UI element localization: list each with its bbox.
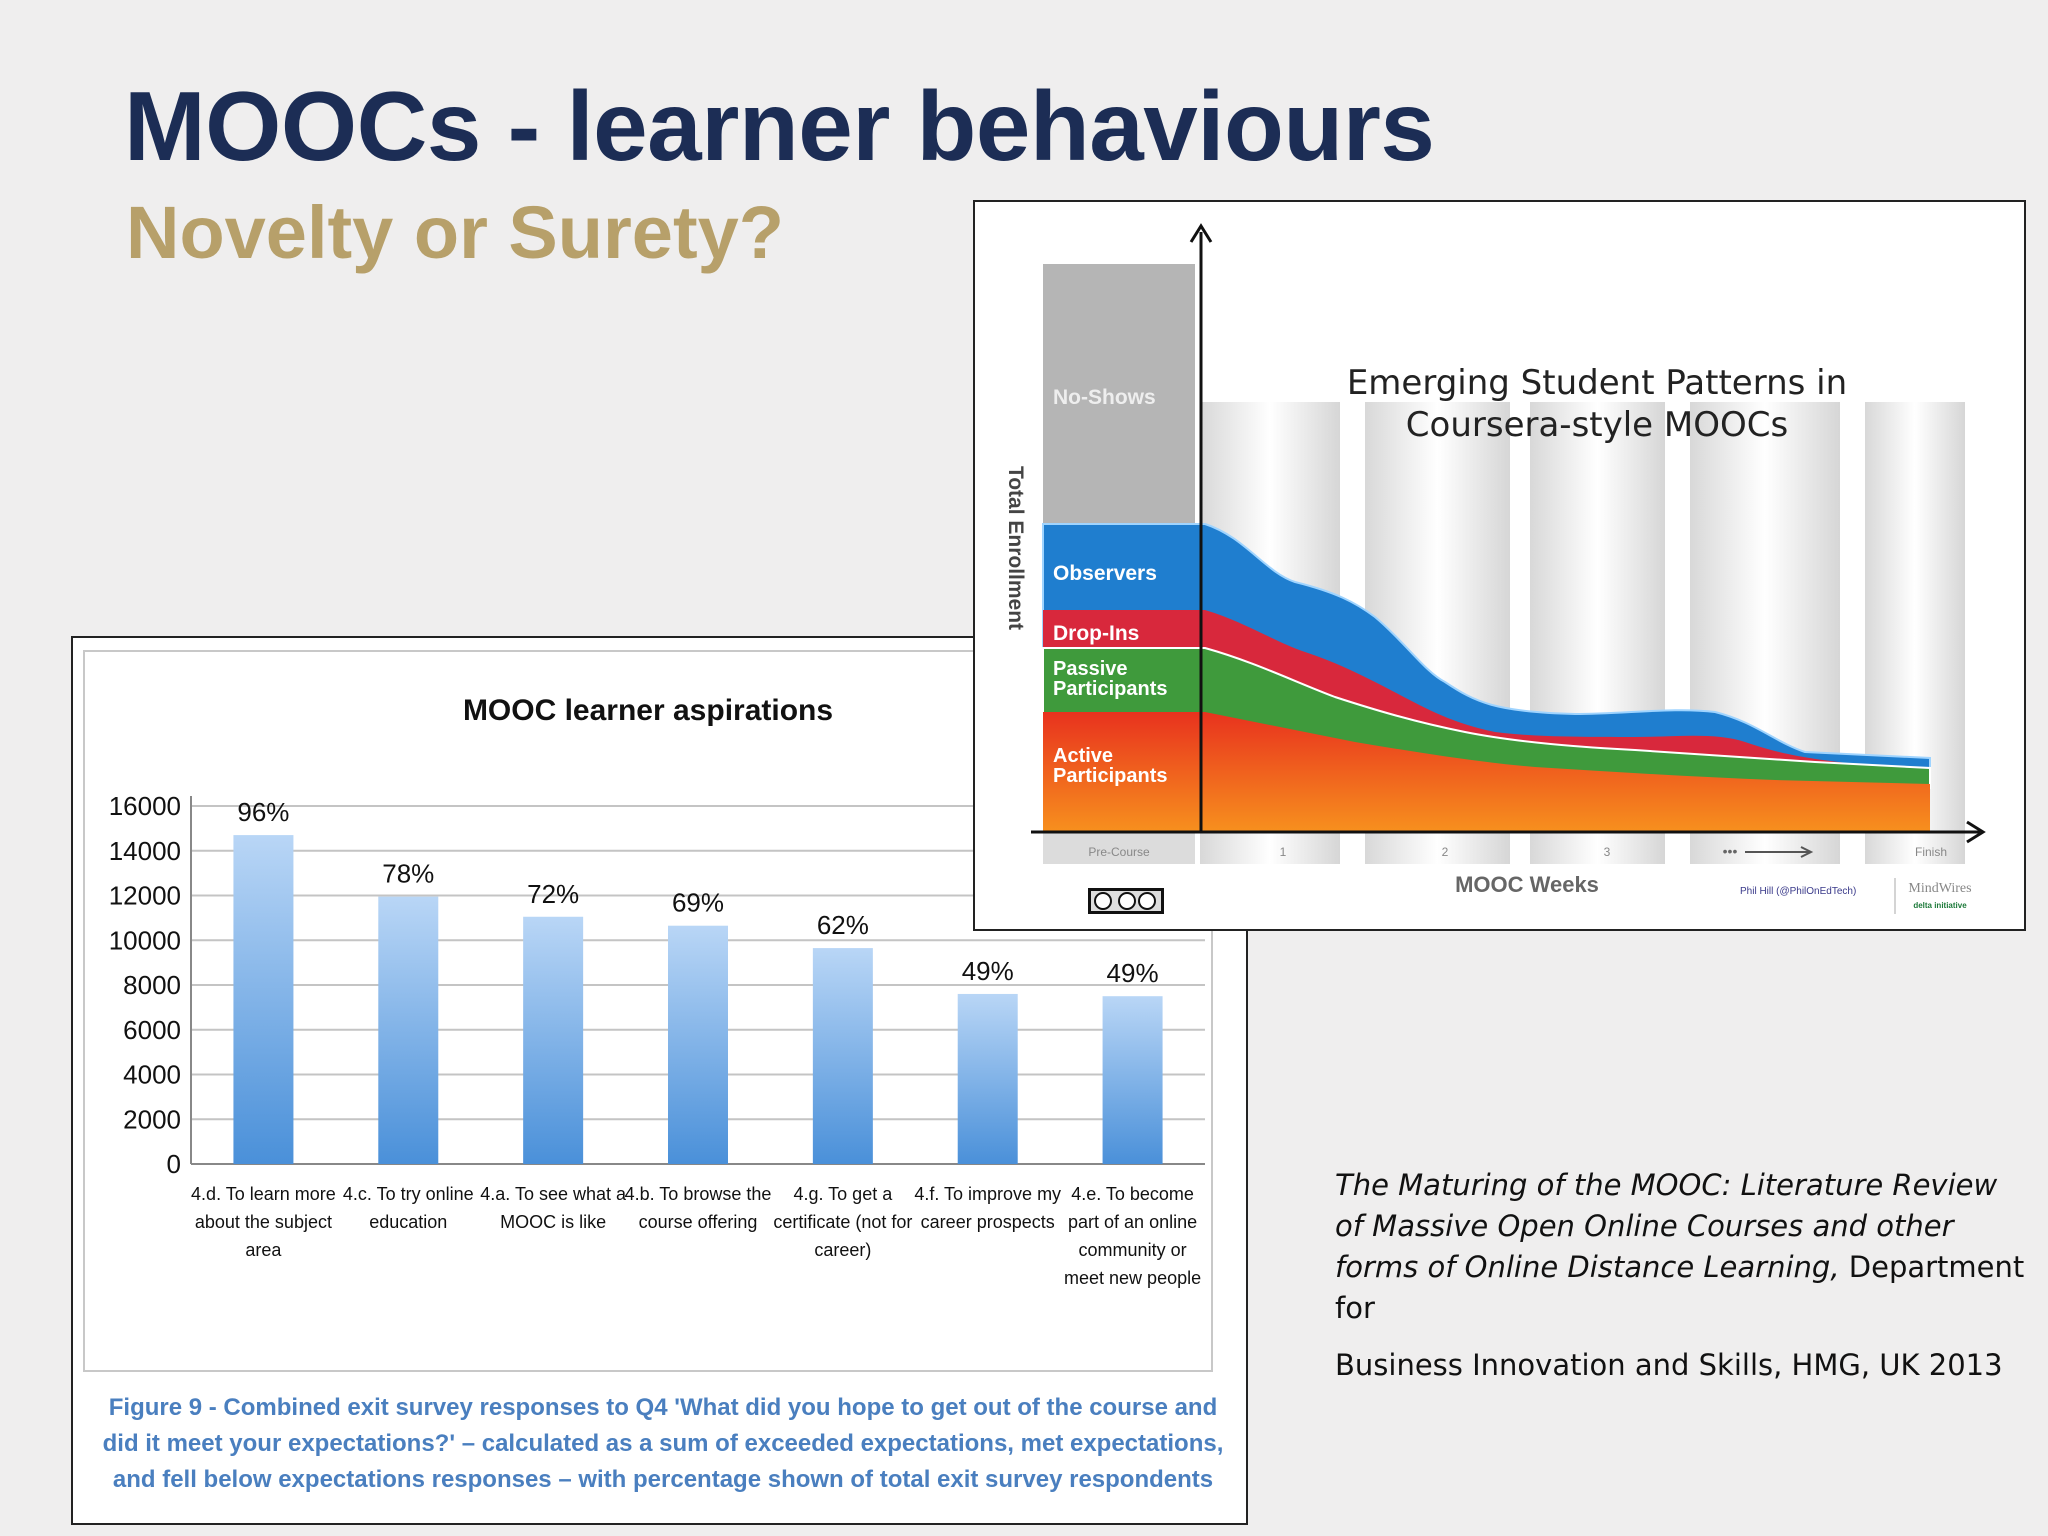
- category-label: 4.g. To get a: [793, 1184, 893, 1204]
- category-label: career prospects: [921, 1212, 1055, 1232]
- active-area: [1043, 712, 1930, 832]
- citation-line1: The Maturing of the MOOC: Literature Rev…: [1335, 1165, 2025, 1329]
- x-tick-dots: •••: [1723, 843, 1738, 859]
- bar: [523, 916, 584, 1164]
- x-tick-1: 1: [1280, 845, 1287, 859]
- data-label: 96%: [237, 797, 289, 827]
- category-label: 4.f. To improve my: [914, 1184, 1061, 1204]
- legend-drop-ins: Drop-Ins: [1053, 622, 1139, 645]
- legend-active: Active: [1053, 745, 1113, 767]
- bar: [812, 948, 873, 1164]
- category-label: part of an online: [1068, 1212, 1197, 1232]
- category-label: certificate (not for: [773, 1212, 912, 1232]
- data-label: 49%: [962, 956, 1014, 986]
- logo-mindwires: MindWires: [1908, 881, 1971, 896]
- data-label: 49%: [1107, 958, 1159, 988]
- creative-commons-icon: [1088, 888, 1164, 914]
- legend-passive-2: Participants: [1053, 678, 1167, 700]
- citation-title: The Maturing of the MOOC: Literature Rev…: [1335, 1168, 1998, 1284]
- category-label: career): [814, 1240, 871, 1260]
- legend-passive: Passive: [1053, 658, 1128, 680]
- category-label: community or: [1079, 1240, 1187, 1260]
- bar-chart-frame: [83, 650, 1213, 1372]
- y-tick-label: 6000: [123, 1015, 181, 1045]
- y-tick-label: 8000: [123, 970, 181, 1000]
- area-chart-title-line1: Emerging Student Patterns in: [1347, 363, 1847, 403]
- category-label: 4.a. To see what a: [480, 1184, 627, 1204]
- legend-observers: Observers: [1053, 562, 1157, 585]
- category-label: course offering: [639, 1212, 758, 1232]
- category-label: 4.b. To browse the: [625, 1184, 772, 1204]
- slide-title: MOOCs - learner behaviours: [124, 71, 1435, 181]
- category-label: education: [369, 1212, 447, 1232]
- y-tick-label: 14000: [109, 836, 181, 866]
- legend-no-shows: No-Shows: [1053, 386, 1156, 409]
- logo-delta: delta initiative: [1913, 901, 1967, 910]
- citation-dept: Department for: [1335, 1250, 2025, 1325]
- category-label: area: [245, 1240, 282, 1260]
- x-axis-arrow-icon: [1966, 820, 1986, 844]
- bar-chart: MOOC learner aspirations 0 2000 4000 6000 80…: [109, 694, 1205, 1288]
- legend-active-2: Participants: [1053, 765, 1167, 787]
- category-label: 4.c. To try online: [343, 1184, 474, 1204]
- category-label: MOOC is like: [500, 1212, 606, 1232]
- area-chart-title-line2: Coursera-style MOOCs: [1406, 405, 1788, 445]
- author-credit: Phil Hill (@PhilOnEdTech): [1740, 886, 1856, 897]
- area-chart: No-Shows Observers Drop-Ins Passive Part…: [1004, 223, 1986, 914]
- x-tick-2: 2: [1442, 845, 1449, 859]
- category-label: 4.e. To become: [1071, 1184, 1194, 1204]
- y-tick-label: 10000: [109, 925, 181, 955]
- y-axis-label: Total Enrollment: [1004, 466, 1027, 630]
- arrow-right-icon: [1745, 846, 1814, 858]
- citation-line2: Business Innovation and Skills, HMG, UK …: [1335, 1348, 2003, 1382]
- figure-caption: Figure 9 - Combined exit survey response…: [102, 1394, 1224, 1493]
- data-label: 72%: [527, 879, 579, 909]
- bar: [378, 896, 439, 1164]
- y-tick-label: 4000: [123, 1060, 181, 1090]
- category-label: about the subject: [195, 1212, 332, 1232]
- bar: [668, 925, 728, 1164]
- slide-subtitle: Novelty or Surety?: [126, 191, 784, 274]
- data-label: 78%: [382, 859, 434, 889]
- y-tick-label: 0: [167, 1149, 181, 1179]
- x-axis-label: MOOC Weeks: [1455, 872, 1599, 897]
- y-axis-arrow-icon: [1189, 223, 1213, 243]
- x-tick-3: 3: [1604, 845, 1611, 859]
- bar: [233, 835, 294, 1164]
- category-label: 4.d. To learn more: [191, 1184, 336, 1204]
- data-label: 69%: [672, 888, 724, 918]
- category-label: meet new people: [1064, 1268, 1201, 1288]
- x-tick-pre-course: Pre-Course: [1088, 845, 1150, 859]
- y-tick-label: 12000: [109, 881, 181, 911]
- x-tick-finish: Finish: [1915, 845, 1947, 859]
- bar: [1102, 996, 1163, 1164]
- area-chart-figure: No-Shows Observers Drop-Ins Passive Part…: [973, 200, 2026, 931]
- citation: The Maturing of the MOOC: Literature Rev…: [1335, 1165, 2025, 1386]
- bar: [957, 993, 1018, 1164]
- y-tick-label: 16000: [109, 791, 181, 821]
- y-tick-label: 2000: [123, 1104, 181, 1134]
- data-label: 62%: [817, 910, 869, 940]
- bar-chart-title: MOOC learner aspirations: [463, 694, 833, 727]
